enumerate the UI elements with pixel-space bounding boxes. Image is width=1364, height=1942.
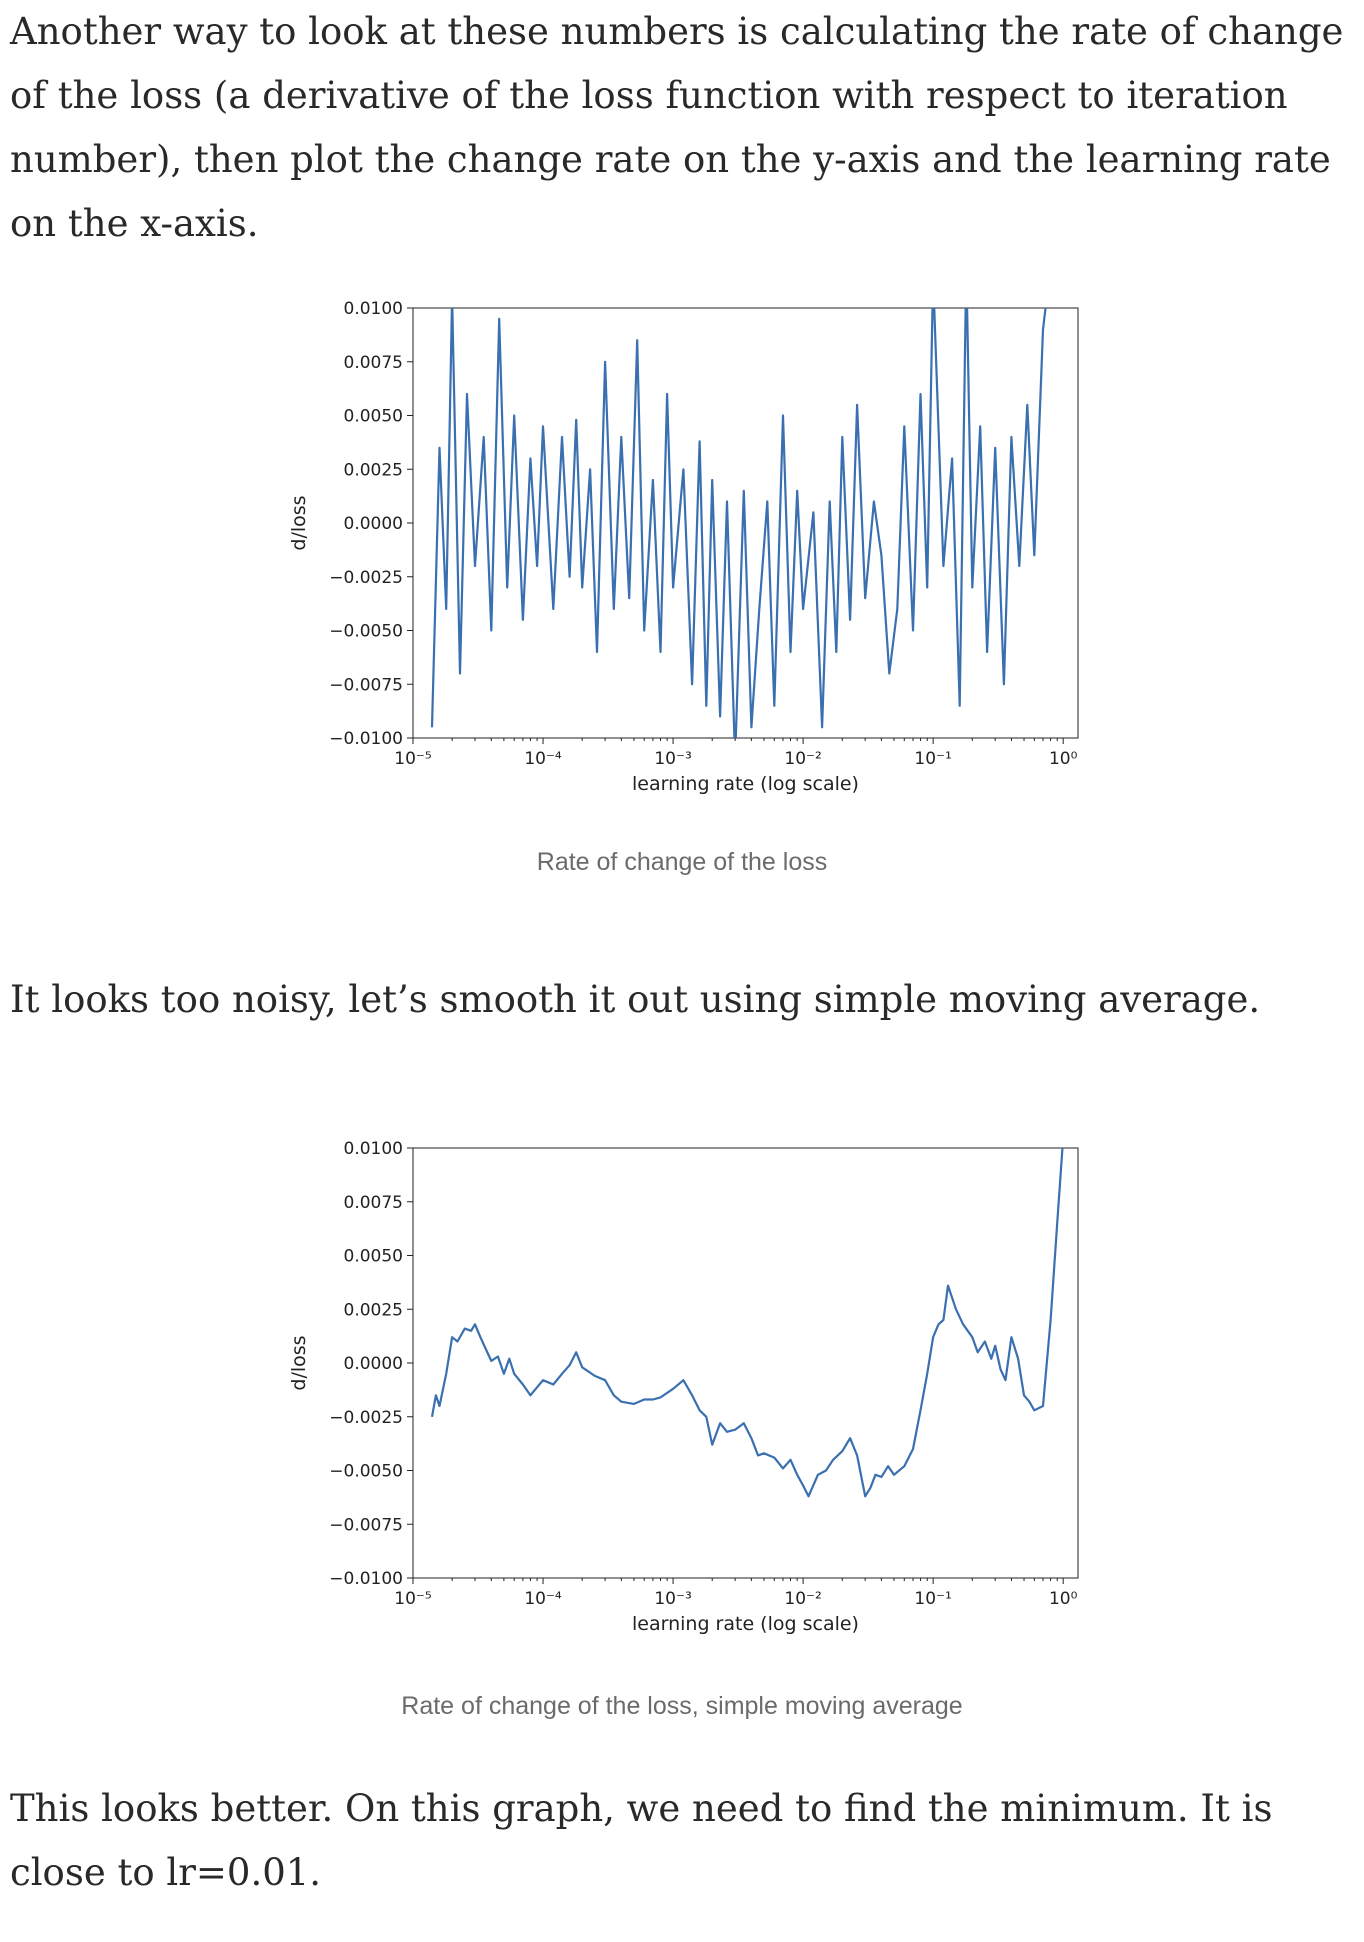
y-tick-label: 0.0100 — [344, 299, 403, 319]
y-tick-label: 0.0075 — [344, 1193, 403, 1213]
x-axis-label: learning rate (log scale) — [632, 1613, 859, 1635]
x-tick-label: 10⁻² — [784, 749, 821, 769]
x-tick-label: 10⁻¹ — [914, 749, 951, 769]
y-tick-label: 0.0075 — [344, 353, 403, 373]
y-tick-label: 0.0000 — [344, 1354, 403, 1374]
y-tick-label: −0.0075 — [329, 675, 403, 695]
x-axis-label: learning rate (log scale) — [632, 773, 859, 795]
x-tick-label: 10⁻⁴ — [524, 1589, 562, 1609]
x-tick-label: 10⁻³ — [654, 1589, 691, 1609]
y-tick-label: 0.0025 — [344, 460, 403, 480]
paragraph-intro: Another way to look at these numbers is … — [10, 10, 1344, 245]
figure-rate-of-change: 0.0100 0.0075 0.0050 0.0025 0.0000 −0.0025 −0.… — [270, 280, 1090, 840]
series-line — [430, 308, 1047, 738]
y-tick-label: −0.0025 — [329, 1408, 403, 1428]
chart-rate-of-change: 0.0100 0.0075 0.0050 0.0025 0.0000 −0.0025 −0.… — [288, 299, 1079, 795]
y-tick-label: 0.0000 — [344, 514, 403, 534]
y-axis-label: d/loss — [288, 495, 310, 550]
x-tick-label: 10⁻⁵ — [394, 1589, 431, 1609]
x-tick-label: 10⁰ — [1049, 749, 1078, 769]
y-tick-label: −0.0075 — [329, 1515, 403, 1535]
y-tick-label: −0.0025 — [329, 568, 403, 588]
y-tick-label: 0.0050 — [344, 407, 403, 427]
y-tick-label: −0.0050 — [329, 622, 403, 642]
figure-moving-average: 0.0100 0.0075 0.0050 0.0025 0.0000 −0.0025 −0.… — [270, 1120, 1090, 1680]
y-tick-label: −0.0100 — [329, 729, 403, 749]
y-axis-label: d/loss — [288, 1335, 310, 1390]
series-line — [430, 1148, 1064, 1498]
y-tick-label: 0.0025 — [344, 1300, 403, 1320]
x-tick-label: 10⁻² — [784, 1589, 821, 1609]
x-tick-label: 10⁰ — [1049, 1589, 1078, 1609]
y-tick-label: −0.0100 — [329, 1569, 403, 1589]
x-tick-label: 10⁻¹ — [914, 1589, 951, 1609]
x-tick-label: 10⁻⁴ — [524, 749, 562, 769]
paragraph-conclusion: This looks better. On this graph, we nee… — [10, 1787, 1273, 1894]
paragraph-smoothing: It looks too noisy, let’s smooth it out … — [10, 978, 1261, 1021]
chart-moving-average: 0.0100 0.0075 0.0050 0.0025 0.0000 −0.0025 −0.… — [288, 1139, 1079, 1635]
figure-caption: Rate of change of the loss — [536, 848, 828, 876]
x-tick-label: 10⁻⁵ — [394, 749, 431, 769]
plot-frame — [412, 1147, 1079, 1579]
figure-caption: Rate of change of the loss, simple movin… — [401, 1692, 963, 1720]
y-tick-label: −0.0050 — [329, 1462, 403, 1482]
y-tick-label: 0.0100 — [344, 1139, 403, 1159]
x-tick-label: 10⁻³ — [654, 749, 691, 769]
y-tick-label: 0.0050 — [344, 1247, 403, 1267]
